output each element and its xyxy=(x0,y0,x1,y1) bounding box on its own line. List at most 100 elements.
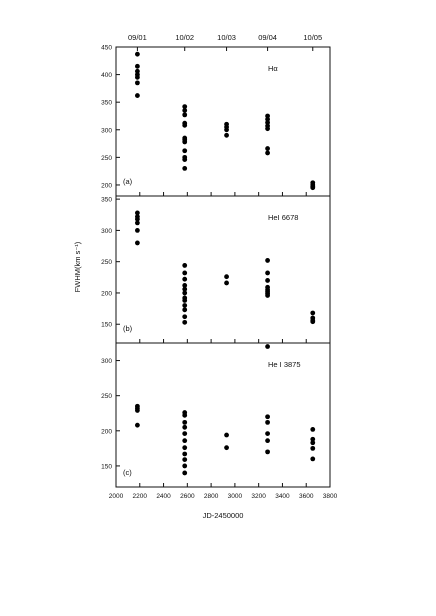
data-point xyxy=(182,112,188,118)
series-label: HeI 6678 xyxy=(268,213,298,222)
data-point xyxy=(135,68,140,74)
x-tick-label: 3200 xyxy=(251,493,266,500)
data-point xyxy=(135,51,140,57)
data-point xyxy=(265,419,270,425)
top-date-label: 09/04 xyxy=(258,33,277,42)
data-point xyxy=(182,157,188,162)
y-axis-title: FWHM(km s⁻¹) xyxy=(73,241,82,292)
data-point xyxy=(265,431,270,437)
data-point xyxy=(182,470,188,476)
data-point xyxy=(135,422,140,428)
data-point xyxy=(182,263,188,268)
data-point xyxy=(224,445,229,451)
x-axis-title: JD-2450000 xyxy=(203,511,244,520)
data-point xyxy=(182,108,188,113)
data-point xyxy=(265,120,270,126)
panel-label: (a) xyxy=(123,177,133,186)
data-point xyxy=(224,432,229,438)
data-point xyxy=(265,438,270,444)
y-tick-label: 350 xyxy=(101,197,112,204)
y-tick-label: 300 xyxy=(101,358,112,365)
data-point xyxy=(182,122,188,128)
data-point xyxy=(182,148,188,154)
data-point xyxy=(265,293,270,298)
x-tick-label: 2600 xyxy=(180,493,195,500)
y-tick-label: 200 xyxy=(101,428,112,435)
data-point xyxy=(182,307,188,313)
data-point xyxy=(310,310,316,316)
data-point xyxy=(310,319,316,325)
data-point xyxy=(310,456,316,462)
x-tick-label: 2200 xyxy=(133,493,148,500)
y-tick-label: 400 xyxy=(101,72,112,79)
data-point xyxy=(265,150,270,156)
data-point xyxy=(135,220,140,226)
series-label: He I 3875 xyxy=(268,360,301,369)
data-point xyxy=(182,270,188,276)
data-point xyxy=(182,298,188,303)
y-tick-label: 450 xyxy=(101,45,112,52)
top-date-label: 10/03 xyxy=(217,33,236,42)
y-tick-label: 250 xyxy=(101,155,112,162)
data-point xyxy=(310,185,316,191)
data-point xyxy=(265,146,270,151)
data-point xyxy=(224,127,229,133)
data-point xyxy=(135,80,140,86)
data-point xyxy=(135,63,140,69)
y-tick-label: 150 xyxy=(101,322,112,329)
data-point xyxy=(182,424,188,430)
data-point xyxy=(182,290,188,296)
data-point xyxy=(265,414,270,420)
data-point xyxy=(182,104,188,109)
data-point xyxy=(224,280,229,286)
data-point xyxy=(182,419,188,425)
data-point xyxy=(265,126,270,132)
data-point xyxy=(135,210,140,216)
panel-label: (c) xyxy=(123,468,132,477)
y-tick-label: 300 xyxy=(101,228,112,235)
y-tick-label: 300 xyxy=(101,127,112,134)
y-tick-label: 250 xyxy=(101,259,112,266)
data-point xyxy=(310,440,316,446)
data-point xyxy=(182,286,188,292)
data-point xyxy=(182,303,188,308)
data-point xyxy=(182,463,188,469)
y-tick-label: 200 xyxy=(101,182,112,189)
data-point xyxy=(310,445,316,451)
x-tick-label: 2800 xyxy=(204,493,219,500)
x-tick-label: 3800 xyxy=(323,493,338,500)
top-date-label: 09/01 xyxy=(128,33,147,42)
data-point xyxy=(135,93,140,98)
data-point xyxy=(182,166,188,171)
series-label: Hα xyxy=(268,64,278,73)
top-date-label: 10/02 xyxy=(175,33,194,42)
data-point xyxy=(182,412,188,418)
data-point xyxy=(265,449,270,455)
data-point xyxy=(182,451,188,457)
x-tick-label: 3000 xyxy=(228,493,243,500)
data-point xyxy=(265,270,270,276)
x-tick-label: 3400 xyxy=(275,493,290,500)
data-point xyxy=(182,457,188,463)
data-point xyxy=(135,240,140,246)
y-tick-label: 200 xyxy=(101,290,112,297)
data-point xyxy=(135,408,140,413)
x-tick-label: 2000 xyxy=(109,493,124,500)
x-tick-label: 2400 xyxy=(156,493,171,500)
x-tick-label: 3600 xyxy=(299,493,314,500)
data-point xyxy=(265,278,270,283)
data-point xyxy=(182,431,188,437)
data-point xyxy=(224,274,229,280)
panel-frame xyxy=(115,342,331,488)
top-date-label: 10/05 xyxy=(303,33,322,42)
panel-label: (b) xyxy=(123,324,133,333)
data-point xyxy=(135,74,140,80)
data-point xyxy=(310,427,316,432)
panel-frame xyxy=(115,46,331,197)
data-point xyxy=(310,436,316,442)
data-point xyxy=(182,319,188,325)
data-point xyxy=(182,445,188,451)
data-point xyxy=(135,228,140,233)
data-point xyxy=(265,258,270,263)
